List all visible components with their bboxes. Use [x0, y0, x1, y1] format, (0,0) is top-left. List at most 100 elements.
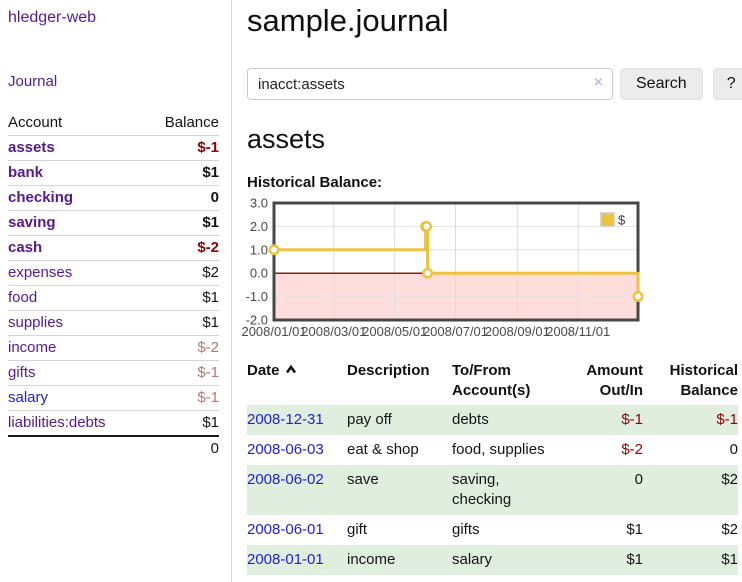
register-header-amount-out-in[interactable]: Amount Out/In [586, 362, 643, 399]
brand-link[interactable]: hledger-web [8, 9, 97, 26]
data-point-marker [422, 267, 434, 279]
sort-ascending-icon [285, 364, 296, 374]
account-link-salary[interactable]: salary [8, 389, 49, 406]
account-heading: assets [247, 124, 326, 154]
transaction-accounts: debts [452, 411, 489, 428]
account-row: bank $1 [8, 160, 219, 186]
transaction-description: pay off [347, 411, 392, 428]
transaction-row: 2008-06-03 eat & shop food, supplies $-2 0 [247, 435, 738, 465]
legend-label: $ [618, 213, 626, 228]
accounts-header-account: Account [8, 114, 63, 131]
account-balance: $-1 [197, 389, 219, 406]
transaction-amount: 0 [634, 471, 643, 488]
transaction-amount: $1 [626, 521, 643, 538]
clear-search-icon[interactable]: × [593, 74, 603, 91]
account-row: salary $-1 [8, 385, 219, 411]
register-header-row: Date Description To/From Account(s) Amount … [247, 359, 738, 405]
transaction-row: 2008-06-02 save saving, checking 0 $2 [247, 465, 738, 515]
accounts-table: Account Balance assets $-1 bank $1 checking 0… [8, 111, 219, 461]
register-header-description[interactable]: Description [347, 362, 430, 379]
transaction-date-link[interactable]: 2008-12-31 [247, 411, 324, 428]
account-balance: $1 [202, 214, 219, 231]
register-header-historical-balance[interactable]: Historical Balance [669, 362, 738, 399]
transaction-balance: 0 [729, 441, 738, 458]
transaction-amount: $-2 [621, 441, 643, 458]
account-link-saving[interactable]: saving [8, 214, 56, 231]
x-tick-label: 2008/03/01 [301, 324, 366, 339]
search-form: × Search ? [247, 68, 742, 100]
transaction-date-link[interactable]: 2008-06-03 [247, 441, 324, 458]
account-balance: $-2 [197, 239, 219, 256]
account-link-supplies[interactable]: supplies [8, 314, 64, 331]
data-point-marker [421, 220, 433, 232]
transaction-balance: $-1 [716, 411, 738, 428]
transaction-description: eat & shop [347, 441, 419, 458]
account-balance: $2 [202, 264, 219, 281]
account-balance: $-1 [197, 364, 219, 381]
x-tick-label: 2008/11/01 [546, 324, 610, 339]
page-title: sample.journal [247, 3, 449, 38]
account-row: liabilities:debts $1 [8, 410, 219, 437]
x-tick-label: 2008/01/01 [241, 324, 306, 339]
account-row: food $1 [8, 285, 219, 311]
x-tick-label: 2008/05/01 [362, 324, 427, 339]
register-header-to-from-account-s-[interactable]: To/From Account(s) [452, 362, 531, 399]
chart-title: Historical Balance: [247, 174, 383, 191]
account-row: supplies $1 [8, 310, 219, 336]
transaction-row: 2008-12-31 pay off debts $-1 $-1 [247, 405, 738, 435]
transaction-accounts: food, supplies [452, 441, 545, 458]
x-tick-label: 2008/07/01 [423, 324, 488, 339]
y-tick-label: 1.0 [250, 242, 268, 257]
accounts-total-balance: 0 [210, 440, 219, 457]
historical-balance-chart[interactable]: $3.0 2.0 1.0 0.0 -1.0 -2.02008/01/012008/03/0… [241, 194, 717, 344]
account-balance: 0 [210, 189, 219, 206]
transaction-date-link[interactable]: 2008-06-02 [247, 471, 324, 488]
transaction-amount: $1 [626, 551, 643, 568]
search-input[interactable] [247, 68, 613, 100]
sidebar: hledger-web Journal Account Balance asse… [0, 0, 232, 582]
accounts-header-row: Account Balance [8, 111, 219, 136]
accounts-total-row: 0 [8, 436, 219, 461]
data-point-marker [268, 244, 280, 256]
account-balance: $-2 [197, 339, 219, 356]
account-row: gifts $-1 [8, 360, 219, 386]
help-button[interactable]: ? [712, 68, 742, 100]
transaction-balance: $2 [721, 521, 738, 538]
transaction-date-link[interactable]: 2008-01-01 [247, 551, 324, 568]
transaction-description: save [347, 471, 379, 488]
legend-swatch [600, 212, 615, 227]
transaction-row: 2008-06-01 gift gifts $1 $2 [247, 515, 738, 545]
data-point-marker [632, 291, 644, 303]
account-balance: $1 [202, 164, 219, 181]
transaction-row: 2008-01-01 income salary $1 $1 [247, 545, 738, 575]
transaction-amount: $-1 [621, 411, 643, 428]
register-header-date[interactable]: Date [247, 359, 347, 405]
account-link-gifts[interactable]: gifts [8, 364, 36, 381]
y-tick-label: -1.0 [246, 289, 268, 304]
register-table: Date Description To/From Account(s) Amount … [247, 359, 738, 575]
transaction-description: income [347, 551, 396, 568]
transaction-accounts: gifts [452, 521, 480, 538]
account-link-assets[interactable]: assets [8, 139, 55, 156]
transaction-description: gift [347, 521, 368, 538]
accounts-header-balance: Balance [164, 114, 219, 131]
account-link-cash[interactable]: cash [8, 239, 43, 256]
x-tick-label: 2008/09/01 [485, 324, 550, 339]
sidebar-item-journal[interactable]: Journal [8, 73, 58, 90]
account-balance: $-1 [197, 139, 219, 156]
account-link-checking[interactable]: checking [8, 189, 74, 206]
account-link-bank[interactable]: bank [8, 164, 44, 181]
y-tick-label: 2.0 [250, 219, 268, 234]
account-row: checking 0 [8, 185, 219, 211]
account-row: assets $-1 [8, 135, 219, 161]
account-row: expenses $2 [8, 260, 219, 286]
main-content: sample.journal × Search ? assets Histori… [241, 0, 742, 575]
account-link-liabilities-debts[interactable]: liabilities:debts [8, 414, 106, 431]
search-button[interactable]: Search [620, 68, 703, 100]
transaction-date-link[interactable]: 2008-06-01 [247, 521, 324, 538]
account-link-expenses[interactable]: expenses [8, 264, 73, 281]
account-link-income[interactable]: income [8, 339, 57, 356]
account-link-food[interactable]: food [8, 289, 38, 306]
account-row: income $-2 [8, 335, 219, 361]
